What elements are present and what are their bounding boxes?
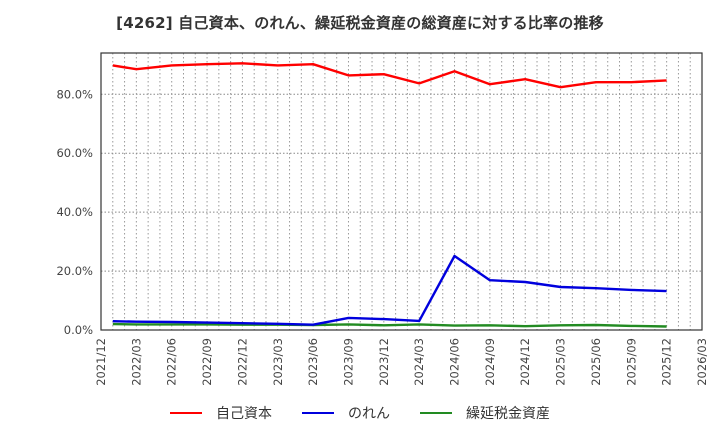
legend-item-deferred-tax: 繰延税金資産 bbox=[420, 403, 550, 423]
x-tick-label: 2023/12 bbox=[377, 338, 391, 386]
legend: 自己資本 のれん 繰延税金資産 bbox=[0, 403, 720, 423]
series-line-1 bbox=[112, 254, 667, 326]
series-line-0 bbox=[112, 62, 667, 89]
x-tick-label: 2025/06 bbox=[589, 338, 603, 386]
x-tick-label: 2023/09 bbox=[341, 338, 355, 386]
legend-swatch-blue bbox=[302, 412, 334, 414]
legend-swatch-red bbox=[170, 412, 202, 414]
x-tick-label: 2025/09 bbox=[624, 338, 638, 386]
x-tick-label: 2021/12 bbox=[94, 338, 108, 386]
y-tick-label: 0.0% bbox=[64, 323, 93, 337]
y-tick-label: 40.0% bbox=[56, 205, 93, 219]
x-tick-label: 2023/03 bbox=[271, 338, 285, 386]
plot-frame bbox=[100, 52, 703, 331]
x-tick-label: 2024/06 bbox=[448, 338, 462, 386]
legend-item-equity: 自己資本 bbox=[170, 403, 272, 423]
x-tick-label: 2022/09 bbox=[200, 338, 214, 386]
x-tick-label: 2025/03 bbox=[554, 338, 568, 386]
y-tick-label: 60.0% bbox=[56, 146, 93, 160]
x-tick-label: 2022/06 bbox=[165, 338, 179, 386]
x-tick-label: 2025/12 bbox=[660, 338, 674, 386]
y-tick-label: 80.0% bbox=[56, 87, 93, 101]
chart-title: [4262] 自己資本、のれん、繰延税金資産の総資産に対する比率の推移 bbox=[116, 14, 604, 32]
x-tick-label: 2024/03 bbox=[412, 338, 426, 386]
legend-label: 自己資本 bbox=[216, 406, 272, 422]
x-tick-label: 2023/06 bbox=[306, 338, 320, 386]
x-tick-label: 2024/09 bbox=[483, 338, 497, 386]
legend-swatch-green bbox=[420, 412, 452, 414]
series-line-2 bbox=[112, 322, 667, 328]
legend-label: のれん bbox=[348, 406, 390, 422]
x-tick-label: 2026/03 bbox=[695, 338, 709, 386]
x-tick-label: 2024/12 bbox=[518, 338, 532, 386]
legend-label: 繰延税金資産 bbox=[466, 406, 550, 422]
y-tick-label: 20.0% bbox=[56, 264, 93, 278]
x-tick-label: 2022/03 bbox=[129, 338, 143, 386]
legend-item-goodwill: のれん bbox=[302, 403, 390, 423]
x-tick-label: 2022/12 bbox=[235, 338, 249, 386]
